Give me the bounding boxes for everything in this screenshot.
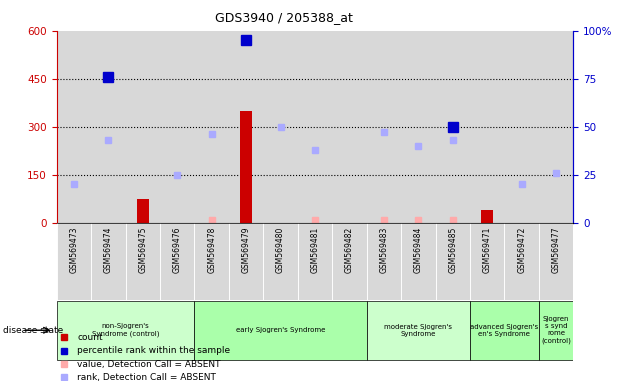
Text: disease state: disease state bbox=[3, 326, 64, 335]
Bar bbox=[160, 31, 195, 223]
Text: GSM569478: GSM569478 bbox=[207, 227, 216, 273]
Text: count: count bbox=[77, 333, 103, 342]
Bar bbox=[539, 31, 573, 223]
Bar bbox=[91, 223, 125, 300]
Bar bbox=[298, 31, 332, 223]
Text: percentile rank within the sample: percentile rank within the sample bbox=[77, 346, 231, 355]
Bar bbox=[470, 31, 505, 223]
Bar bbox=[332, 223, 367, 300]
Text: GSM569477: GSM569477 bbox=[552, 227, 561, 273]
Bar bbox=[401, 223, 435, 300]
Text: rank, Detection Call = ABSENT: rank, Detection Call = ABSENT bbox=[77, 373, 216, 382]
Bar bbox=[137, 199, 149, 223]
Bar bbox=[470, 223, 505, 300]
Text: value, Detection Call = ABSENT: value, Detection Call = ABSENT bbox=[77, 359, 221, 369]
Bar bbox=[160, 223, 195, 300]
Bar bbox=[481, 210, 493, 223]
Text: non-Sjogren's
Syndrome (control): non-Sjogren's Syndrome (control) bbox=[92, 323, 159, 337]
Text: GSM569481: GSM569481 bbox=[311, 227, 319, 273]
Bar bbox=[57, 31, 91, 223]
Bar bbox=[367, 31, 401, 223]
Bar bbox=[229, 223, 263, 300]
Text: GSM569471: GSM569471 bbox=[483, 227, 491, 273]
Text: GSM569485: GSM569485 bbox=[449, 227, 457, 273]
Bar bbox=[125, 31, 160, 223]
Text: GSM569479: GSM569479 bbox=[242, 227, 251, 273]
Bar bbox=[539, 301, 573, 360]
Text: GSM569474: GSM569474 bbox=[104, 227, 113, 273]
Bar bbox=[435, 31, 470, 223]
Bar bbox=[125, 223, 160, 300]
Bar bbox=[195, 223, 229, 300]
Bar bbox=[367, 223, 401, 300]
Text: early Sjogren's Syndrome: early Sjogren's Syndrome bbox=[236, 327, 325, 333]
Text: moderate Sjogren's
Syndrome: moderate Sjogren's Syndrome bbox=[384, 324, 452, 337]
Bar bbox=[367, 301, 470, 360]
Bar bbox=[435, 223, 470, 300]
Bar bbox=[298, 223, 332, 300]
Bar bbox=[240, 111, 252, 223]
Text: GDS3940 / 205388_at: GDS3940 / 205388_at bbox=[215, 12, 352, 25]
Bar bbox=[263, 223, 298, 300]
Text: GSM569483: GSM569483 bbox=[379, 227, 388, 273]
Bar bbox=[195, 301, 367, 360]
Text: advanced Sjogren's
en's Syndrome: advanced Sjogren's en's Syndrome bbox=[470, 324, 539, 337]
Text: GSM569480: GSM569480 bbox=[276, 227, 285, 273]
Text: Sjogren
s synd
rome
(control): Sjogren s synd rome (control) bbox=[541, 316, 571, 344]
Text: GSM569476: GSM569476 bbox=[173, 227, 181, 273]
Bar bbox=[57, 301, 195, 360]
Bar bbox=[470, 301, 539, 360]
Text: GSM569472: GSM569472 bbox=[517, 227, 526, 273]
Bar bbox=[505, 223, 539, 300]
Bar bbox=[57, 223, 91, 300]
Bar bbox=[229, 31, 263, 223]
Bar bbox=[91, 31, 125, 223]
Text: GSM569482: GSM569482 bbox=[345, 227, 354, 273]
Bar bbox=[332, 31, 367, 223]
Bar bbox=[539, 223, 573, 300]
Text: GSM569473: GSM569473 bbox=[69, 227, 78, 273]
Bar bbox=[263, 31, 298, 223]
Bar bbox=[195, 31, 229, 223]
Bar bbox=[505, 31, 539, 223]
Text: GSM569475: GSM569475 bbox=[139, 227, 147, 273]
Bar bbox=[401, 31, 435, 223]
Text: GSM569484: GSM569484 bbox=[414, 227, 423, 273]
